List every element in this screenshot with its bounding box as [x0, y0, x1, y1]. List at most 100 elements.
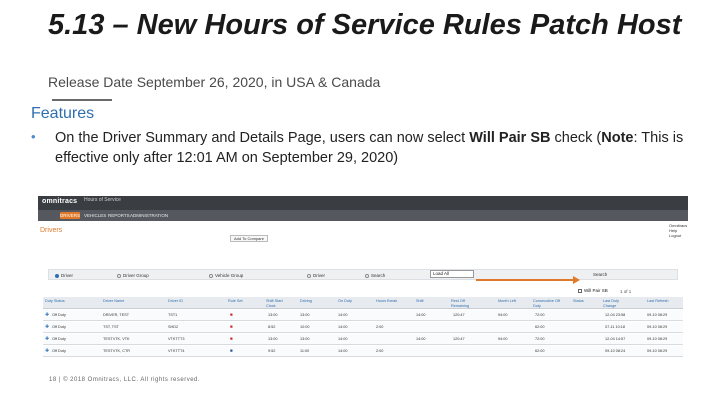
cell-rest: 120:47	[453, 313, 465, 317]
col-month-left[interactable]: Month Left	[498, 299, 516, 303]
cell-name[interactable]: TESTVTK, VTK	[103, 337, 130, 341]
cell-last-refresh: 09-10 08:29	[647, 313, 668, 317]
cell-last-change: 12-04 14:57	[605, 337, 626, 341]
cell-on-duty: 14:00	[338, 325, 348, 329]
col-last-refresh[interactable]: Last Refresh	[647, 299, 669, 303]
load-select[interactable]: Load All	[430, 270, 474, 278]
cell-consecutive: 62:00	[535, 325, 545, 329]
slide-title: 5.13 – New Hours of Service Rules Patch …	[48, 9, 682, 41]
cell-consecutive: 72:00	[535, 313, 545, 317]
col-rule-set[interactable]: Rule Set	[228, 299, 243, 303]
cell-shift-start: 13:00	[268, 313, 278, 317]
pager[interactable]: 1 of 1	[620, 289, 632, 294]
col-consecutive-off[interactable]: Consecutive Off Duty	[533, 299, 560, 308]
embedded-app-screenshot: omnitracs Hours of Service DRIVERS VEHIC…	[38, 196, 688, 361]
duty-status-icon: ✚	[45, 324, 50, 330]
cell-driving: 11:00	[300, 349, 310, 353]
cell-driving: 13:00	[300, 313, 310, 317]
col-driver-name[interactable]: Driver Name	[103, 299, 125, 303]
radio-label: Driver	[61, 273, 73, 278]
bullet-marker: •	[31, 129, 36, 144]
app-logo-subtitle: Hours of Service	[84, 197, 121, 203]
will-pair-sb-checkbox[interactable]: Will Pair SB	[578, 288, 608, 293]
callout-arrow-icon	[573, 276, 580, 284]
nav-drivers[interactable]: DRIVERS	[60, 212, 81, 219]
app-help-links[interactable]: Omnitracs Help Logout	[669, 223, 688, 238]
cell-last-change: 09-10 08:24	[605, 349, 626, 353]
bullet-bold-will-pair: Will Pair SB	[469, 130, 551, 146]
col-hours-break[interactable]: Hours Break	[376, 299, 398, 303]
filter-radio-driver[interactable]: Driver	[55, 273, 73, 278]
filter-radio-driver-group[interactable]: Driver Group	[117, 273, 149, 278]
bullet-part3: : This is effective only after 12:01 AM …	[55, 130, 684, 166]
cell-status: Off Duty	[52, 325, 66, 329]
cell-on-duty: 14:00	[338, 337, 348, 341]
us-flag-icon: ■	[230, 348, 233, 353]
cell-shift-start: 8:52	[268, 325, 276, 329]
col-status[interactable]: Status	[573, 299, 584, 303]
col-duty-status[interactable]: Duty Status	[45, 299, 65, 303]
bullet-part2: check (	[550, 130, 602, 146]
col-rest-off[interactable]: Rest Off Remaining	[451, 299, 470, 308]
radio-dot	[209, 274, 213, 278]
feature-bullet: On the Driver Summary and Details Page, …	[55, 128, 695, 168]
cell-last-change: 12-04 23:58	[605, 313, 626, 317]
cell-driving: 13:00	[300, 337, 310, 341]
cell-shift-start: 13:00	[268, 337, 278, 341]
callout-arrow-line	[476, 279, 576, 281]
col-on-duty[interactable]: On Duty	[338, 299, 352, 303]
add-to-compare-button[interactable]: Add To Compare	[230, 235, 268, 242]
col-driver-id[interactable]: Driver ID	[168, 299, 183, 303]
table-header: Duty Status Driver Name Driver ID Rule S…	[43, 297, 683, 309]
bullet-bold-note: Note	[601, 130, 634, 146]
duty-status-icon: ✚	[45, 312, 50, 318]
cell-last-refresh: 09-10 08:29	[647, 337, 668, 341]
cell-id: TST1	[168, 313, 178, 317]
nav-vehicles[interactable]: VEHICLES	[84, 213, 107, 218]
app-header: omnitracs Hours of Service	[38, 196, 688, 210]
table-row[interactable]: ✚ Off Duty DRIVER, TEST TST1 ■ 13:00 13:…	[43, 310, 683, 321]
cell-last-refresh: 09-10 08:29	[647, 325, 668, 329]
cell-month: 94:00	[498, 337, 508, 341]
cell-name[interactable]: TST, TST	[103, 325, 119, 329]
cell-status: Off Duty	[52, 313, 66, 317]
col-last-duty-change[interactable]: Last Duty Change	[603, 299, 620, 308]
cell-id: VTKTTT4	[168, 349, 185, 353]
filter-radio-driver-2[interactable]: Driver	[307, 273, 325, 278]
cell-shift-start: 9:52	[268, 349, 276, 353]
search-link[interactable]: Search	[593, 272, 608, 277]
filter-radio-search[interactable]: Search	[365, 273, 385, 278]
cell-rest: 120:47	[453, 337, 465, 341]
cell-consecutive: 72:00	[535, 337, 545, 341]
col-shift-start[interactable]: Shift Start Clock	[266, 299, 283, 308]
cell-shift: 14:00	[416, 313, 426, 317]
cell-id: VTKTTT3	[168, 337, 185, 341]
table-row[interactable]: ✚ Off Duty TESTVTK, CTR VTKTTT4 ■ 9:52 1…	[43, 346, 683, 357]
cell-month: 94:00	[498, 313, 508, 317]
nav-administration[interactable]: ADMINISTRATION	[130, 213, 169, 218]
filter-radio-vehicle-group[interactable]: Vehicle Group	[209, 273, 243, 278]
cell-name[interactable]: DRIVER, TEST	[103, 313, 130, 317]
col-driving[interactable]: Driving	[300, 299, 312, 303]
app-nav: DRIVERS VEHICLES REPORTS ADMINISTRATION	[38, 210, 688, 221]
duty-status-icon: ✚	[45, 348, 50, 354]
duty-status-icon: ✚	[45, 336, 50, 342]
nav-reports[interactable]: REPORTS	[108, 213, 130, 218]
cell-name[interactable]: TESTVTK, CTR	[103, 349, 131, 353]
drivers-heading: Drivers	[40, 227, 63, 234]
cell-driving: 10:00	[300, 325, 310, 329]
cell-shift: 14:00	[416, 337, 426, 341]
canada-flag-icon: ■	[230, 336, 233, 341]
radio-dot	[365, 274, 369, 278]
table-row[interactable]: ✚ Off Duty TST, TST SHD2 ■ 8:52 10:00 14…	[43, 322, 683, 333]
col-shift[interactable]: Shift	[416, 299, 424, 303]
cell-consecutive: 62:00	[535, 349, 545, 353]
radio-label: Driver Group	[123, 273, 149, 278]
will-pair-sb-label: Will Pair SB	[584, 288, 608, 293]
table-row[interactable]: ✚ Off Duty TESTVTK, VTK VTKTTT3 ■ 13:00 …	[43, 334, 683, 345]
cell-last-change: 07-11 10:18	[605, 325, 625, 329]
radio-dot	[307, 274, 311, 278]
radio-dot	[117, 274, 121, 278]
bullet-part1: On the Driver Summary and Details Page, …	[55, 130, 470, 146]
canada-flag-icon: ■	[230, 324, 233, 329]
